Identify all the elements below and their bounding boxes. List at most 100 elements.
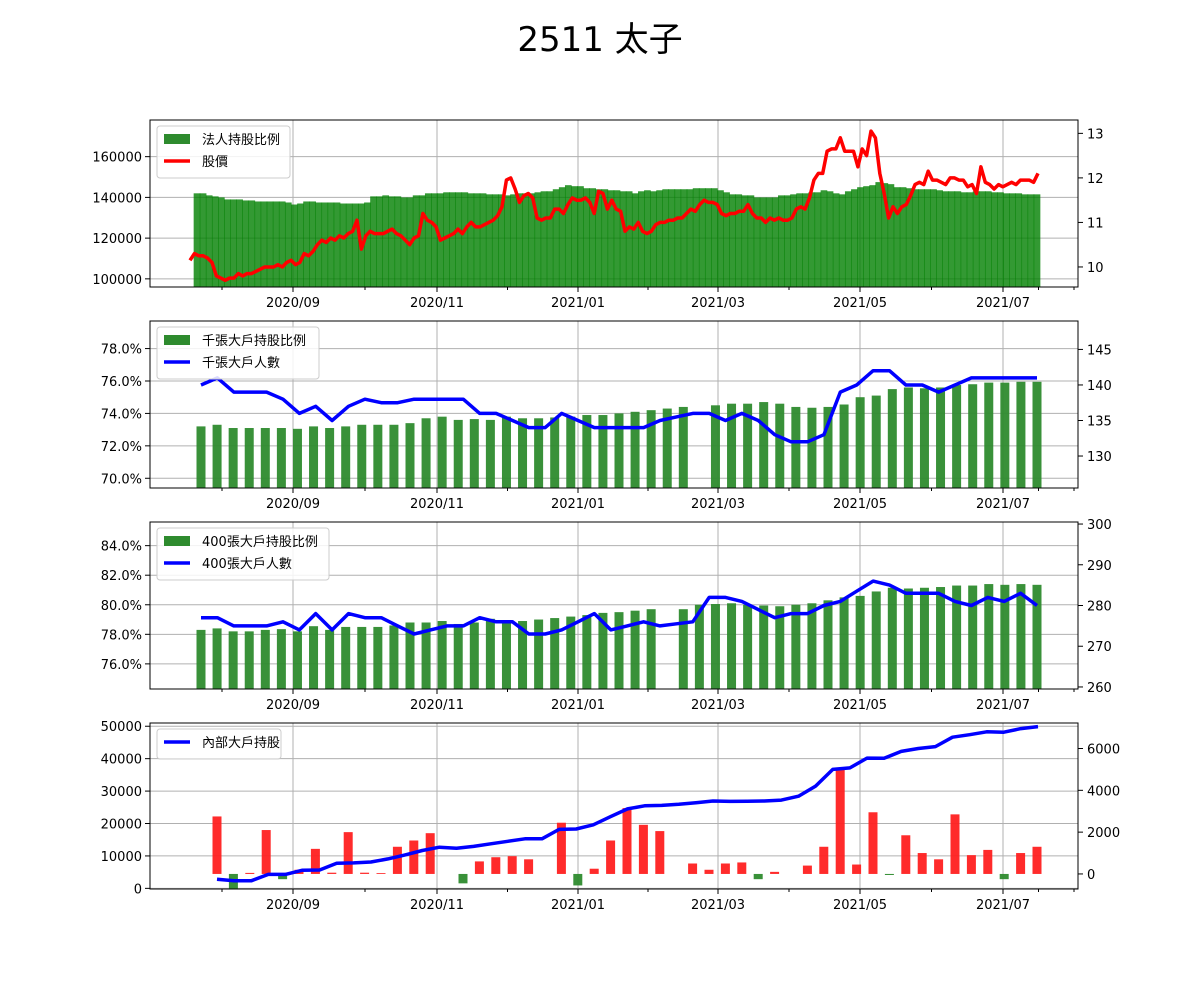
bar [244,428,254,488]
y-left-tick-label: 20000 [101,818,142,833]
bar [997,192,1004,287]
bar [630,411,640,488]
bar [485,194,493,287]
y-left-tick-label: 30000 [101,785,142,800]
bar [550,417,560,488]
y-right-tick-label: 145 [1087,343,1112,358]
axes-frame [149,320,1079,489]
bar [272,201,280,287]
bar [796,193,803,287]
bar [668,189,676,287]
bar [245,872,255,874]
bar [469,419,479,488]
bar [759,402,769,488]
y-right-tick-label: 2000 [1087,826,1120,841]
bar [260,201,268,287]
bar [550,618,560,689]
bar [863,186,870,287]
bar [625,191,633,287]
bar [1000,382,1010,488]
bar [893,187,901,287]
bar [479,193,487,287]
bar [727,403,737,488]
bar [887,184,895,287]
y-right-tick-label: 140 [1087,379,1112,394]
bar [727,603,737,689]
y-left-tick-label: 100000 [92,273,142,288]
y-left-tick-label: 40000 [101,753,142,768]
bar [851,189,858,287]
bar [534,192,542,287]
bar [646,609,656,689]
bar [802,865,812,874]
bar [630,610,640,689]
bar [614,612,624,689]
bar [855,595,865,689]
legend-label: 千張大戶持股比例 [202,334,306,349]
bar [698,188,706,287]
bar [952,585,962,689]
bar [819,846,829,874]
x-tick-label: 2020/11 [410,898,464,913]
bar [370,196,377,287]
bar [710,604,720,689]
bar [911,189,919,287]
y-left-tick-label: 80.0% [101,599,142,614]
bar [351,203,359,287]
bar [199,193,207,287]
bar [212,424,222,488]
bar [743,403,753,488]
bar [309,426,319,488]
bar [564,185,572,287]
bar [405,423,415,488]
y-right-tick-label: 10 [1087,261,1104,276]
y-right-tick-label: 0 [1087,868,1095,883]
bar [839,597,849,689]
bar [646,410,656,488]
bar [394,196,402,287]
bar [868,812,878,874]
bar [614,413,624,488]
series-line [216,724,1039,883]
bar [1016,853,1026,874]
x-tick-label: 2021/07 [976,296,1030,311]
bar [606,840,616,874]
bar [710,405,720,488]
axes-frame [149,722,1079,890]
bar [978,191,986,287]
legend-box [156,125,291,179]
bar [389,625,399,689]
bar [775,606,785,689]
bar [211,196,219,287]
bar [826,191,834,287]
bar [952,385,962,488]
bar [382,195,390,287]
bar [409,840,419,874]
legend-label: 內部大戶持股 [202,736,280,751]
bar [869,185,876,287]
bar [747,195,755,287]
bar [228,631,238,689]
x-tick-label: 2021/05 [833,698,887,713]
x-tick-label: 2021/01 [551,296,605,311]
bar [558,187,566,287]
series-line [201,579,1039,636]
bar [260,428,270,488]
bar [292,428,302,488]
bar [887,389,897,488]
bar [260,629,270,689]
bar [791,604,801,689]
bar [339,203,347,287]
bar [622,808,632,874]
bar [753,873,763,880]
subplot-4: 2020/09 2020/11 2021/01 2021/03 2021/05 2021/… [101,720,1120,913]
bar [524,859,534,874]
bar [692,188,700,287]
y-left-tick-label: 76.0% [101,375,142,390]
bar [631,193,639,287]
y-right-tick-label: 4000 [1087,784,1120,799]
bar [1032,584,1042,689]
y-left-tick-label: 120000 [92,232,142,247]
x-tick-label: 2021/05 [833,898,887,913]
bar [807,407,817,488]
